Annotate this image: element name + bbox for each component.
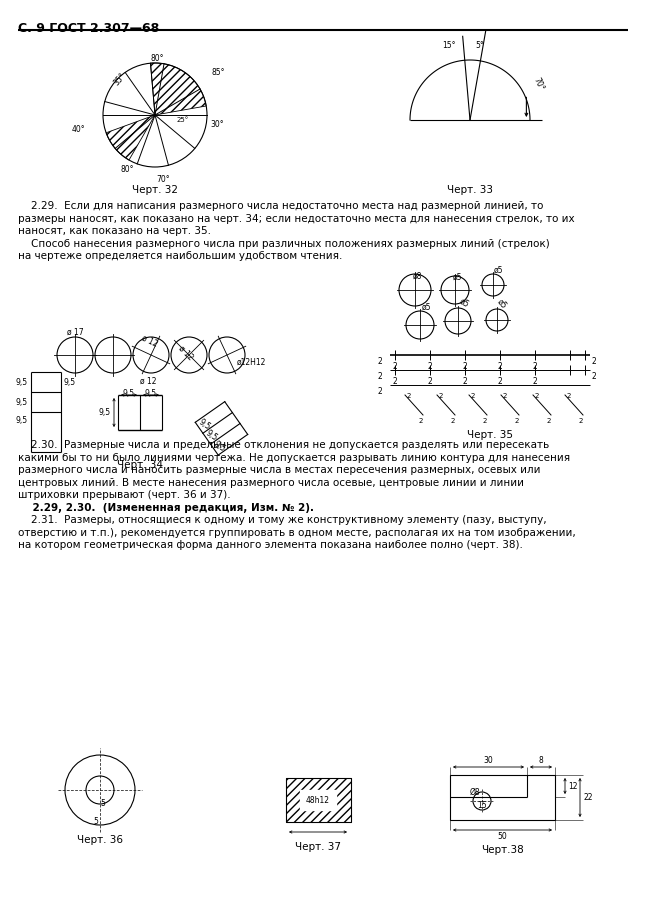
Text: 2: 2 xyxy=(393,362,397,371)
Text: 15: 15 xyxy=(477,801,487,810)
Text: 2: 2 xyxy=(377,372,382,381)
Text: 2: 2 xyxy=(419,418,423,424)
Text: ø5: ø5 xyxy=(453,273,463,282)
Text: ø 12: ø 12 xyxy=(140,377,156,386)
Text: 5: 5 xyxy=(101,799,105,808)
Text: ø12H12: ø12H12 xyxy=(237,358,266,367)
Text: ø5: ø5 xyxy=(494,266,503,275)
Text: ø5: ø5 xyxy=(458,297,471,309)
Text: наносят, как показано на черт. 35.: наносят, как показано на черт. 35. xyxy=(18,226,211,236)
Text: 9,5: 9,5 xyxy=(16,397,28,406)
Text: 85°: 85° xyxy=(212,68,225,77)
Text: какими бы то ни было линиями чертежа. Не допускается разрывать линию контура для: какими бы то ни было линиями чертежа. Не… xyxy=(18,453,570,463)
Text: 2: 2 xyxy=(463,377,467,386)
Text: 9,5: 9,5 xyxy=(123,389,135,398)
Text: 2: 2 xyxy=(439,393,443,399)
Text: ø 12: ø 12 xyxy=(140,334,159,349)
Text: 2: 2 xyxy=(592,372,597,381)
Text: 80°: 80° xyxy=(151,54,163,63)
Text: 2: 2 xyxy=(377,357,382,366)
Text: ø5: ø5 xyxy=(495,297,508,310)
Text: 2: 2 xyxy=(377,387,382,396)
Text: 2: 2 xyxy=(393,377,397,386)
Text: Черт. 34: Черт. 34 xyxy=(117,460,163,470)
Text: 12: 12 xyxy=(568,782,578,791)
Bar xyxy=(286,778,351,822)
Text: Черт. 37: Черт. 37 xyxy=(295,842,341,852)
Text: 2: 2 xyxy=(532,377,537,386)
Text: С. 9 ГОСТ 2.307—68: С. 9 ГОСТ 2.307—68 xyxy=(18,22,160,35)
Text: 2: 2 xyxy=(535,393,539,399)
Text: размеры наносят, как показано на черт. 34; если недостаточно места для нанесения: размеры наносят, как показано на черт. 3… xyxy=(18,214,575,224)
Text: 48h12: 48h12 xyxy=(306,795,330,804)
Text: 9,5: 9,5 xyxy=(63,377,75,386)
Text: 2.31.  Размеры, относящиеся к одному и тому же конструктивному элементу (пазу, в: 2.31. Размеры, относящиеся к одному и то… xyxy=(18,515,547,525)
Text: штриховки прерывают (черт. 36 и 37).: штриховки прерывают (черт. 36 и 37). xyxy=(18,490,231,500)
Text: 2: 2 xyxy=(428,377,432,386)
Text: Способ нанесения размерного числа при различных положениях размерных линий (стре: Способ нанесения размерного числа при ра… xyxy=(18,238,550,248)
Text: 5°: 5° xyxy=(475,41,484,50)
Text: 2.29.  Если для написания размерного числа недостаточно места над размерной лини: 2.29. Если для написания размерного числ… xyxy=(18,201,543,211)
Text: 15°: 15° xyxy=(442,41,455,50)
Text: центровых линий. В месте нанесения размерного числа осевые, центровые линии и ли: центровых линий. В месте нанесения разме… xyxy=(18,477,524,488)
Text: 2: 2 xyxy=(497,377,503,386)
Text: 2.29, 2.30.  (Измененная редакция, Изм. № 2).: 2.29, 2.30. (Измененная редакция, Изм. №… xyxy=(18,502,314,512)
Text: 25°: 25° xyxy=(177,117,189,123)
Text: 2: 2 xyxy=(503,393,507,399)
Text: 50: 50 xyxy=(497,832,507,841)
Text: 9,5: 9,5 xyxy=(16,377,28,386)
Text: 2.30.  Размерные числа и предельные отклонения не допускается разделять или пере: 2.30. Размерные числа и предельные откло… xyxy=(18,440,549,450)
Text: ø8: ø8 xyxy=(413,272,422,281)
Text: 2: 2 xyxy=(497,362,503,371)
Text: 2: 2 xyxy=(567,393,571,399)
Text: Черт.38: Черт.38 xyxy=(481,845,523,855)
Text: Ø8: Ø8 xyxy=(470,788,481,797)
Bar xyxy=(450,775,555,820)
Text: 9,5: 9,5 xyxy=(212,439,227,454)
Bar xyxy=(286,778,351,822)
Text: 2: 2 xyxy=(532,362,537,371)
Text: размерного числа и наносить размерные числа в местах пересечения размерных, осев: размерного числа и наносить размерные чи… xyxy=(18,465,541,475)
Text: 9,5: 9,5 xyxy=(145,389,157,398)
Text: 9,5: 9,5 xyxy=(99,408,111,417)
Text: 35°: 35° xyxy=(112,71,128,87)
Text: 80°: 80° xyxy=(120,165,134,174)
Text: 5: 5 xyxy=(94,817,98,826)
Text: 2: 2 xyxy=(515,418,519,424)
Text: 2: 2 xyxy=(579,418,583,424)
Text: на котором геометрическая форма данного элемента показана наиболее полно (черт. : на котором геометрическая форма данного … xyxy=(18,540,523,550)
Text: 2: 2 xyxy=(471,393,475,399)
Text: 30: 30 xyxy=(483,756,493,765)
Text: 2: 2 xyxy=(483,418,487,424)
Text: 2: 2 xyxy=(547,418,551,424)
Text: Черт. 35: Черт. 35 xyxy=(467,430,513,440)
Text: Черт. 36: Черт. 36 xyxy=(77,835,123,845)
Text: 22: 22 xyxy=(583,792,592,802)
Text: 2: 2 xyxy=(451,418,455,424)
Text: 70°: 70° xyxy=(156,175,170,184)
Text: 9,5: 9,5 xyxy=(16,415,28,425)
Text: 2: 2 xyxy=(428,362,432,371)
Text: 2: 2 xyxy=(407,393,412,399)
Text: ø 12: ø 12 xyxy=(177,344,195,362)
Text: отверстию и т.п.), рекомендуется группировать в одном месте, располагая их на то: отверстию и т.п.), рекомендуется группир… xyxy=(18,528,576,538)
Text: Черт. 32: Черт. 32 xyxy=(132,185,178,195)
Text: 8: 8 xyxy=(539,756,543,765)
Text: 2: 2 xyxy=(592,357,597,366)
Text: 70°: 70° xyxy=(532,76,545,92)
Text: 2: 2 xyxy=(463,362,467,371)
Text: 40°: 40° xyxy=(71,125,85,134)
Text: на чертеже определяется наибольшим удобством чтения.: на чертеже определяется наибольшим удобс… xyxy=(18,251,342,261)
Text: ø 17: ø 17 xyxy=(67,328,83,337)
Text: 9,5: 9,5 xyxy=(204,428,219,443)
Text: ø5: ø5 xyxy=(422,303,432,312)
Text: Черт. 33: Черт. 33 xyxy=(447,185,493,195)
Text: 30°: 30° xyxy=(210,120,224,129)
Text: 9,5: 9,5 xyxy=(196,417,211,432)
